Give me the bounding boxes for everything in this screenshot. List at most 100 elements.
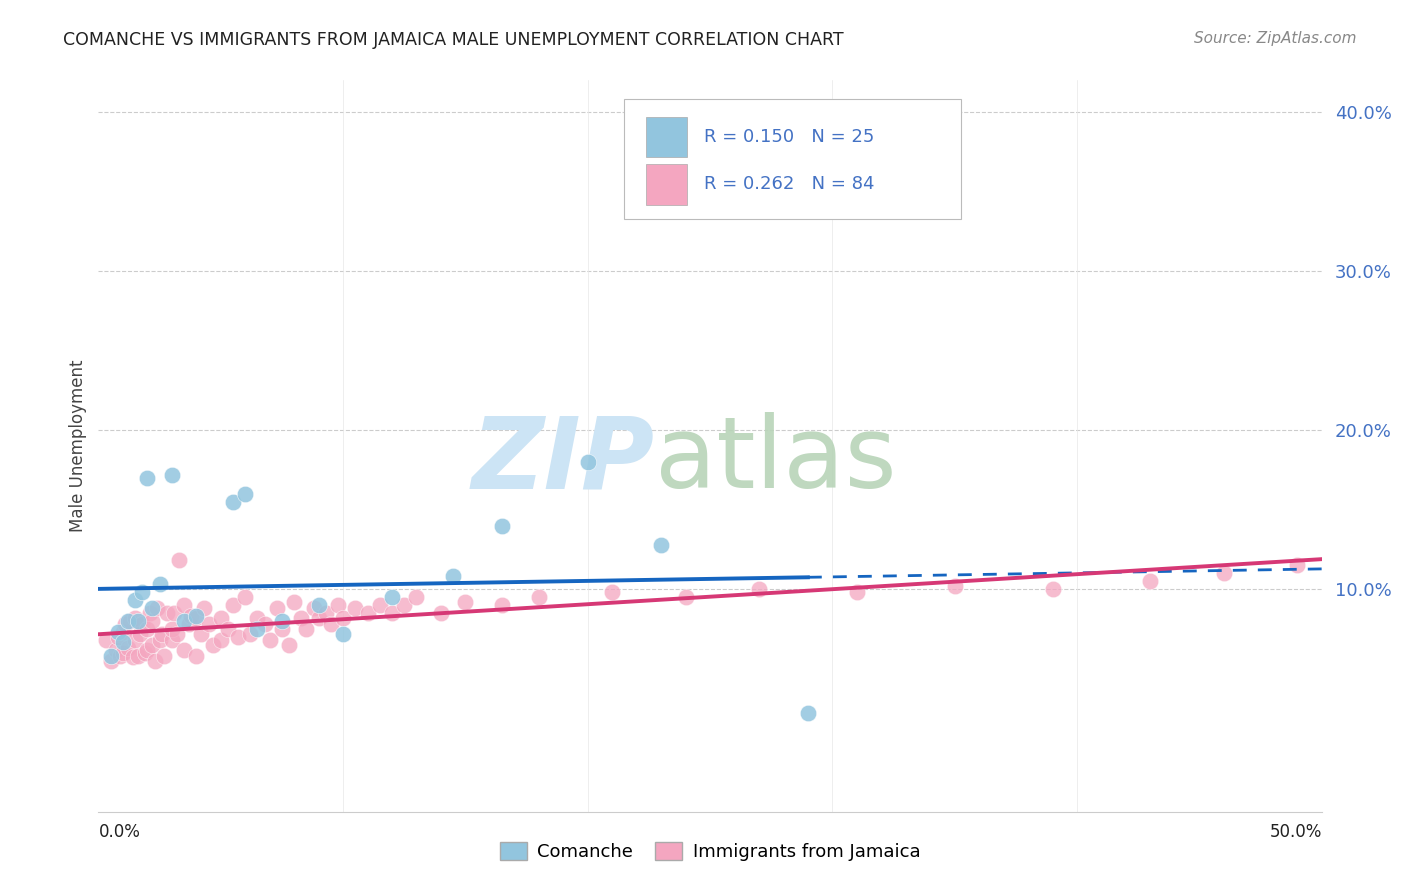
FancyBboxPatch shape [647, 117, 686, 157]
Point [150, 626, 173, 640]
Point [160, 622, 183, 636]
Point [173, 614, 195, 628]
Point [121, 650, 143, 665]
Point [368, 598, 391, 612]
Point [131, 585, 153, 599]
Point [156, 606, 179, 620]
Point [124, 593, 146, 607]
Point [153, 648, 176, 663]
Point [1286, 558, 1309, 573]
Point [283, 595, 305, 609]
Point [239, 626, 262, 640]
Point [139, 606, 162, 620]
Point [94, 632, 117, 647]
Point [392, 598, 416, 612]
Point [381, 606, 404, 620]
Point [173, 642, 195, 657]
Point [845, 585, 868, 599]
Point [136, 622, 159, 636]
Point [127, 614, 149, 628]
Point [332, 626, 354, 640]
Point [650, 538, 672, 552]
Point [491, 598, 513, 612]
Point [131, 617, 153, 632]
Point [186, 648, 208, 663]
Point [405, 590, 427, 604]
Text: COMANCHE VS IMMIGRANTS FROM JAMAICA MALE UNEMPLOYMENT CORRELATION CHART: COMANCHE VS IMMIGRANTS FROM JAMAICA MALE… [63, 31, 844, 49]
Point [209, 632, 232, 647]
Point [111, 646, 134, 660]
Point [177, 617, 200, 632]
Point [246, 611, 269, 625]
Point [270, 622, 294, 636]
Point [454, 595, 477, 609]
Point [166, 626, 188, 640]
Point [222, 598, 245, 612]
Text: 50.0%: 50.0% [1270, 822, 1322, 841]
Point [344, 601, 367, 615]
Point [141, 638, 163, 652]
Point [1139, 574, 1161, 589]
Point [117, 614, 139, 628]
Point [222, 494, 245, 508]
Point [136, 471, 159, 485]
Point [315, 606, 337, 620]
Point [107, 625, 129, 640]
Point [100, 654, 122, 668]
Point [797, 706, 820, 720]
Point [173, 598, 195, 612]
Text: atlas: atlas [655, 412, 897, 509]
Point [100, 648, 122, 663]
Point [146, 601, 169, 615]
Point [167, 553, 190, 567]
FancyBboxPatch shape [624, 99, 960, 219]
Point [356, 606, 378, 620]
Point [233, 486, 256, 500]
Point [117, 640, 139, 655]
Point [127, 648, 149, 663]
Point [104, 642, 127, 657]
Point [748, 582, 770, 596]
Point [332, 611, 354, 625]
Point [233, 590, 256, 604]
Point [202, 638, 225, 652]
Point [111, 625, 134, 640]
Point [190, 626, 212, 640]
Point [141, 601, 163, 615]
Point [149, 632, 172, 647]
Point [328, 598, 350, 612]
Point [114, 617, 136, 632]
Point [163, 606, 186, 620]
Point [600, 585, 623, 599]
Point [675, 590, 697, 604]
Point [149, 577, 172, 591]
FancyBboxPatch shape [647, 164, 686, 204]
Point [1042, 582, 1064, 596]
Point [111, 634, 134, 648]
Text: ZIP: ZIP [472, 412, 655, 509]
Point [110, 648, 132, 663]
Point [290, 611, 312, 625]
Point [129, 626, 152, 640]
Point [270, 614, 294, 628]
Text: 0.0%: 0.0% [98, 822, 141, 841]
Point [124, 611, 146, 625]
Point [186, 609, 208, 624]
Y-axis label: Male Unemployment: Male Unemployment [69, 359, 87, 533]
Point [266, 601, 288, 615]
Point [253, 617, 276, 632]
Point [209, 611, 232, 625]
Point [160, 467, 183, 482]
Point [319, 617, 342, 632]
Point [180, 609, 202, 624]
Point [226, 630, 249, 644]
Point [308, 598, 330, 612]
Point [302, 601, 325, 615]
Point [217, 622, 239, 636]
Point [197, 617, 219, 632]
Point [430, 606, 453, 620]
Legend: Comanche, Immigrants from Jamaica: Comanche, Immigrants from Jamaica [492, 835, 928, 869]
Point [246, 622, 269, 636]
Point [134, 646, 156, 660]
Point [381, 590, 404, 604]
